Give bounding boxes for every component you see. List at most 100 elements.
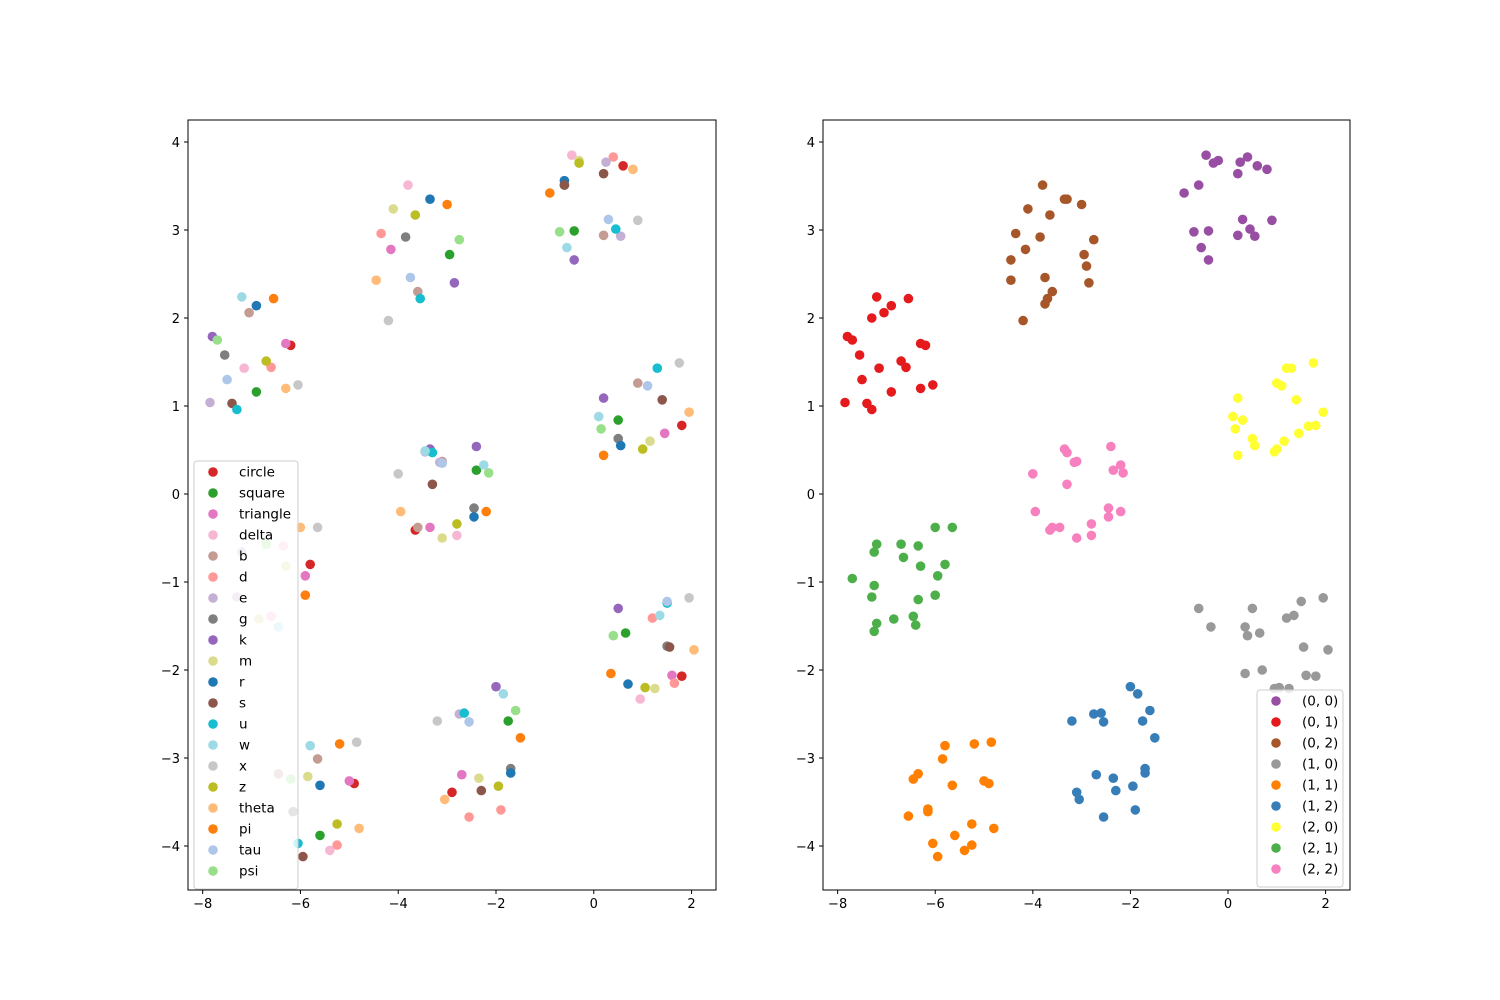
y-tick-label: −3 (161, 752, 180, 767)
point--0-0--11 (1267, 215, 1277, 226)
point-d-6 (647, 613, 658, 623)
point--0-2--18 (1040, 299, 1050, 309)
point--2-1--9 (932, 571, 943, 581)
point-w-2 (305, 740, 316, 751)
point--0-1--14 (915, 383, 926, 394)
point--0-0--5 (1252, 161, 1263, 171)
point-m-5 (474, 773, 484, 783)
legend-marker (1271, 759, 1281, 769)
legend-label: m (239, 654, 252, 670)
point--1-0--5 (1281, 613, 1292, 623)
legend-label: (2, 2) (1302, 862, 1338, 878)
point--2-2--2 (1106, 441, 1116, 452)
point--2-1--14 (913, 594, 923, 605)
point-m-8 (650, 683, 660, 694)
point-pi-5 (515, 733, 526, 743)
axes-frame (187, 119, 717, 891)
point--2-0--15 (1279, 436, 1289, 447)
point--1-1--8 (947, 780, 958, 791)
legend-marker (208, 593, 218, 603)
point-tau-4 (603, 214, 614, 225)
point--2-1--13 (867, 592, 877, 602)
legend-label: (2, 0) (1302, 820, 1338, 836)
legend-label: d (239, 570, 248, 586)
point-g-0 (219, 350, 230, 360)
point-k-5 (569, 255, 579, 265)
point--0-2--6 (1010, 228, 1021, 239)
point-s-5 (598, 168, 609, 179)
point--0-2--11 (1006, 255, 1016, 265)
legend-marker (208, 782, 218, 792)
point-tau-1 (405, 272, 416, 283)
point-triangle-6 (659, 428, 670, 439)
point-x-4 (393, 469, 404, 479)
point-e-0 (205, 397, 215, 408)
point--0-2--4 (1023, 204, 1033, 214)
point-square-2 (444, 249, 455, 260)
point-u-4 (459, 708, 470, 718)
point--0-2--10 (1079, 249, 1089, 260)
point-r-7 (623, 679, 633, 689)
legend-marker (208, 698, 218, 708)
legend-marker (208, 866, 218, 876)
legend-label: (2, 1) (1302, 841, 1338, 857)
point--2-2--19 (1071, 533, 1082, 543)
points (840, 150, 1333, 862)
legend-marker (1271, 780, 1281, 790)
point--0-0--14 (1245, 224, 1255, 234)
point--0-1--17 (840, 397, 850, 408)
x-tick-label: −8 (828, 897, 847, 912)
point--2-0--6 (1276, 381, 1287, 391)
point--1-2--8 (1150, 733, 1160, 743)
point--0-1--15 (928, 380, 938, 390)
legend-marker (208, 803, 218, 813)
point--0-2--13 (1040, 272, 1050, 283)
point--0-2--12 (1081, 261, 1092, 271)
point-triangle-7 (667, 670, 677, 681)
point--2-1--7 (940, 559, 950, 570)
point-x-1 (312, 522, 323, 533)
point-square-5 (569, 226, 579, 236)
point-w-0 (237, 292, 247, 302)
point-pi-4 (481, 506, 492, 517)
point--2-1--16 (908, 611, 919, 622)
point-d-5 (608, 152, 619, 162)
point--1-0--8 (1242, 630, 1253, 641)
point--2-2--9 (1062, 479, 1072, 490)
point--1-2--10 (1140, 768, 1150, 778)
point-e-6 (601, 157, 611, 167)
point-x-7 (674, 358, 685, 368)
y-tick-label: −2 (796, 664, 815, 679)
point--1-0--4 (1289, 610, 1299, 621)
point--2-1--8 (915, 561, 926, 571)
point-s-3 (476, 785, 487, 796)
point--0-0--4 (1242, 152, 1253, 162)
point--2-2--10 (1103, 503, 1114, 513)
point-theta-7 (684, 407, 694, 418)
x-tick-label: 0 (1224, 897, 1232, 912)
legend-label: delta (239, 528, 273, 544)
point--0-0--0 (1201, 150, 1211, 160)
point--0-1--12 (874, 363, 884, 374)
point-k-4 (491, 681, 501, 692)
point-delta-3 (325, 845, 335, 856)
point--0-2--19 (1018, 315, 1028, 326)
point-circle-1 (305, 559, 316, 570)
legend-label: (1, 0) (1302, 757, 1338, 773)
point--0-0--8 (1179, 188, 1189, 198)
point--1-0--1 (1247, 603, 1258, 614)
point--0-0--12 (1189, 227, 1199, 237)
point--0-1--16 (886, 387, 897, 397)
point--0-1--6 (847, 335, 858, 345)
left-scatter-plot: −8 −6 −4 −2 0 2 −4 −3 −2 −1 0 1 2 3 4 circle square trian… (161, 119, 717, 912)
point--2-1--2 (871, 539, 882, 549)
y-tick-label: 2 (172, 312, 180, 327)
point--1-1--0 (940, 740, 950, 751)
y-tick-label: −4 (796, 840, 815, 855)
point--2-0--12 (1230, 424, 1241, 434)
point-z-1 (332, 819, 342, 829)
point--1-2--2 (1145, 705, 1155, 716)
legend-label: r (239, 675, 245, 691)
point--1-1--16 (967, 840, 977, 850)
point--0-0--17 (1196, 242, 1206, 253)
